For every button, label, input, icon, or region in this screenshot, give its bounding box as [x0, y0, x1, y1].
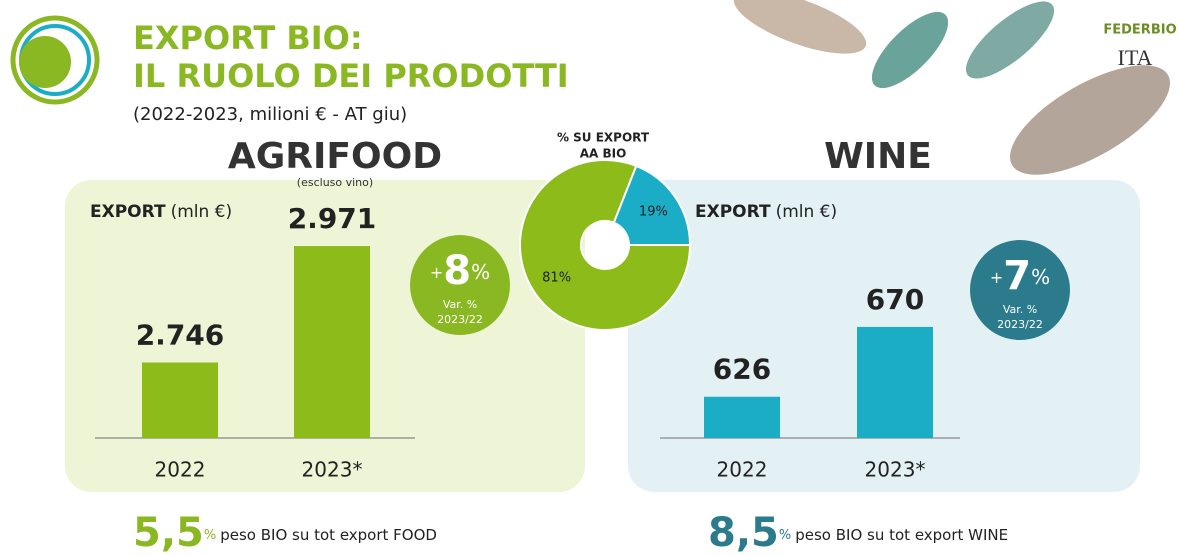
share-unit: %: [204, 528, 216, 543]
share-value: 8,5: [708, 510, 779, 556]
change-sign: +: [430, 263, 443, 282]
x-tick-label: 2023*: [302, 458, 363, 482]
value-label: 2.746: [136, 318, 225, 351]
title: EXPORT BIO:: [133, 19, 363, 57]
share-text: peso BIO su tot export WINE: [795, 526, 1008, 544]
chart-subtitle: (escluso vino): [297, 176, 373, 189]
chart-title: % SU EXPORT: [557, 131, 650, 145]
axis-label: EXPORT(mln €): [695, 202, 837, 222]
value-label: 670: [866, 283, 924, 316]
leaf: [955, 0, 1065, 91]
share: 5,5% peso BIO su tot export FOOD: [133, 510, 437, 556]
change-label: Var. %: [443, 298, 477, 311]
value-label: 626: [713, 353, 771, 386]
value-label: 2.971: [288, 202, 377, 235]
share-value: 5,5: [133, 510, 204, 556]
logo-text: ITA: [1118, 45, 1153, 70]
logo-left: [13, 18, 97, 102]
share: 8,5% peso BIO su tot export WINE: [708, 510, 1008, 556]
share-text: peso BIO su tot export FOOD: [220, 526, 437, 544]
bar: [857, 327, 933, 438]
leaf: [861, 1, 960, 100]
chart-title: WINE: [824, 136, 932, 177]
bar: [704, 397, 780, 438]
change-number: 8: [443, 248, 471, 294]
x-tick-label: 2022: [155, 458, 206, 482]
infographic: FEDERBIO ITA EXPORT BIO: IL RUOLO DEI PR…: [0, 0, 1181, 556]
axis-label-unit: (mln €): [171, 202, 233, 222]
axis-label: EXPORT(mln €): [90, 202, 232, 222]
value-label: 19%: [639, 205, 668, 220]
chart-title: AGRIFOOD: [228, 136, 442, 177]
subtitle: (2022-2023, milioni € - AT giu): [133, 104, 407, 125]
bar: [142, 362, 218, 438]
change-label: Var. %: [1003, 303, 1037, 316]
leaf: [994, 44, 1181, 196]
chart-title: AA BIO: [580, 147, 627, 161]
title: IL RUOLO DEI PRODOTTI: [133, 57, 569, 95]
value-label: 81%: [542, 270, 571, 285]
change-period: 2023/22: [437, 313, 483, 326]
logo-text: FEDERBIO: [1103, 23, 1176, 38]
leaf: [727, 0, 874, 67]
change-number: 7: [1003, 253, 1031, 299]
logo-leaf: [19, 36, 71, 88]
change-unit: %: [1031, 265, 1050, 289]
axis-label-bold: EXPORT: [695, 202, 771, 222]
x-tick-label: 2022: [717, 458, 768, 482]
bar: [294, 246, 370, 438]
change-period: 2023/22: [997, 318, 1043, 331]
change-unit: %: [471, 260, 490, 284]
share-unit: %: [779, 528, 791, 543]
x-tick-label: 2023*: [865, 458, 926, 482]
axis-label-bold: EXPORT: [90, 202, 166, 222]
change-sign: +: [990, 268, 1003, 287]
axis-label-unit: (mln €): [776, 202, 838, 222]
